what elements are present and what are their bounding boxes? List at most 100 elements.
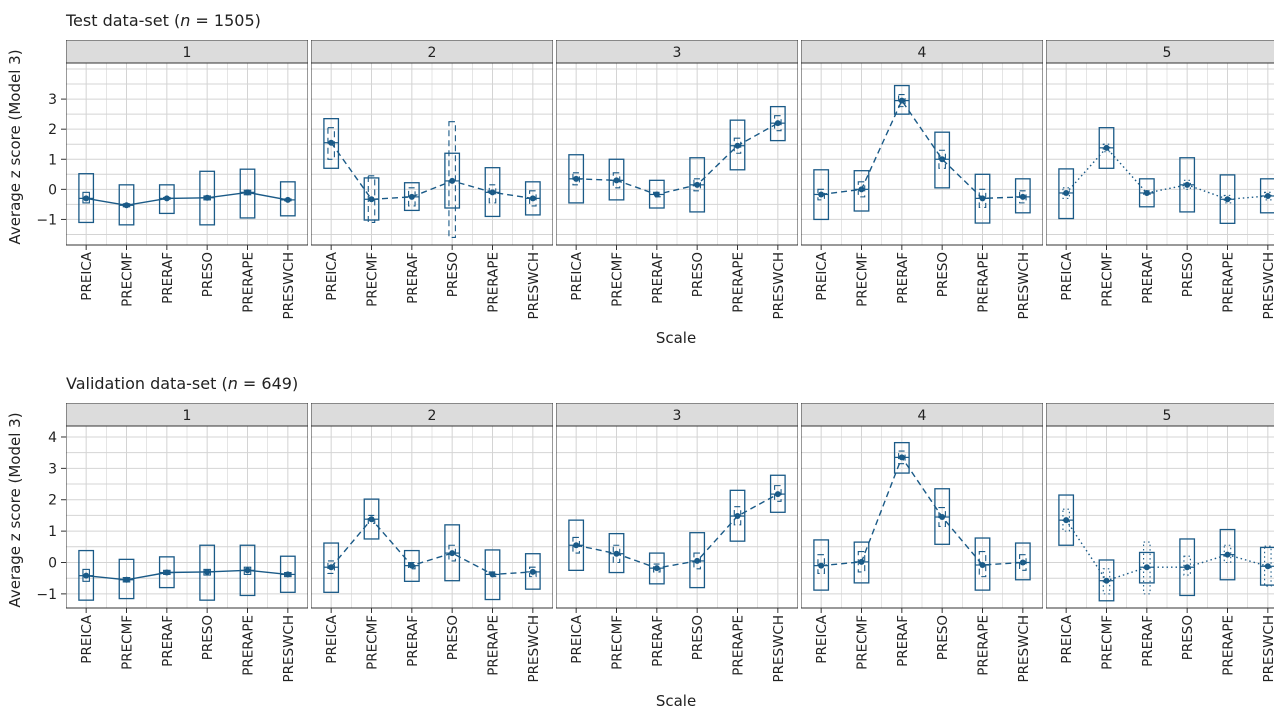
- facet-strip: [1046, 40, 1274, 64]
- mean-point: [1019, 559, 1026, 566]
- facet-strip-label: 2: [428, 408, 437, 424]
- test-dataset-y-axis-title: Average z score (Model 3): [6, 49, 24, 244]
- mean-line: [330, 518, 533, 576]
- mean-point: [1103, 144, 1110, 151]
- inner-interval: [327, 127, 335, 160]
- mean-point: [408, 562, 415, 569]
- x-tick-label: PRECMF: [610, 252, 626, 307]
- mean-point: [979, 195, 986, 202]
- plot-background: [1046, 63, 1274, 245]
- validation-dataset-section: Validation data-set (n = 649) −1 0 1 2 3 4 1 PR…: [6, 374, 1274, 709]
- x-tick-label: PRESO: [690, 615, 706, 660]
- mean-line: [576, 122, 779, 196]
- panel-3: 3 PREICA PRECMF PRERAF PRESO PRERAPE PRESWCH: [556, 403, 798, 683]
- facet-strip-label: 1: [183, 408, 192, 424]
- mean-point: [163, 569, 170, 576]
- panel-frame: [66, 62, 308, 246]
- inner-interval: [857, 550, 866, 573]
- x-tick-label: PRESWCH: [1016, 615, 1032, 683]
- panel-frame: [1046, 62, 1274, 246]
- interval-box: [934, 131, 951, 189]
- inner-interval: [1102, 143, 1111, 153]
- inner-interval: [857, 181, 866, 198]
- inner-interval: [612, 544, 621, 564]
- inner-interval: [82, 191, 90, 204]
- mean-point: [284, 571, 291, 578]
- x-tick-label: PRECMF: [610, 615, 626, 670]
- mean-point: [163, 195, 170, 202]
- x-tick-label: PRESWCH: [1016, 252, 1032, 320]
- panel-frame: [801, 425, 1043, 609]
- x-tick-label: PRERAF: [1140, 252, 1156, 304]
- validation-dataset-y-axis-title: Average z score (Model 3): [6, 412, 24, 607]
- y-tick-label: 3: [48, 461, 57, 477]
- panel-frame: [311, 62, 553, 246]
- panel-body: 2: [311, 403, 553, 609]
- mean-point: [1143, 564, 1150, 571]
- x-tick-label: PRESWCH: [526, 615, 542, 683]
- grid-lines: [311, 426, 553, 608]
- x-tick-label: PRECMF: [365, 252, 381, 307]
- mean-point: [449, 550, 456, 557]
- mean-point: [734, 513, 741, 520]
- panel-frame: [1046, 425, 1274, 609]
- x-tick-label: PREICA: [569, 251, 585, 300]
- mean-point: [489, 189, 496, 196]
- test-dataset-panels: −1 0 1 2 3 1 PREICA PRECMF PRERAF PRESO PRERAPE PRE…: [36, 40, 1274, 320]
- inner-interval: [408, 561, 416, 570]
- grid-lines: [66, 426, 308, 608]
- mean-point: [939, 514, 946, 520]
- mean-point: [328, 564, 335, 571]
- x-tick-label: PRECMF: [120, 252, 136, 307]
- x-tick-label: PRERAPE: [1221, 615, 1237, 676]
- mean-point: [449, 177, 456, 184]
- mean-point: [818, 562, 825, 569]
- facet-strip-label: 2: [428, 45, 437, 61]
- panel-5: 5 PREICA PRECMF PRERAF PRESO PRERAPE PRESWCH: [1046, 40, 1274, 320]
- mean-point: [818, 191, 825, 198]
- inner-interval: [367, 514, 376, 524]
- panel-body: 4: [801, 40, 1043, 246]
- interval-box: [608, 532, 625, 574]
- grid-lines: [66, 63, 308, 245]
- mean-point: [489, 571, 496, 578]
- facet-strip-label: 4: [918, 45, 927, 61]
- inner-interval: [529, 566, 537, 578]
- x-tick-label: PREICA: [814, 251, 830, 300]
- mean-point: [1063, 189, 1070, 196]
- x-tick-label: PREICA: [79, 251, 95, 300]
- mean-line: [821, 455, 1023, 567]
- panel-3: 3 PREICA PRECMF PRERAF PRESO PRERAPE PRESWCH: [556, 40, 798, 320]
- facet-strip-label: 5: [1163, 408, 1172, 424]
- mean-point: [613, 177, 620, 184]
- x-tick-label: PREICA: [1059, 251, 1075, 300]
- mean-point: [529, 195, 536, 202]
- mean-point: [858, 558, 865, 565]
- facet-strip-label: 1: [183, 45, 192, 61]
- x-tick-label: PRESWCH: [526, 252, 542, 320]
- interval-box: [893, 84, 910, 115]
- interval-box: [1014, 178, 1031, 214]
- x-tick-label: PRERAF: [895, 615, 911, 667]
- mean-point: [1103, 577, 1110, 584]
- interval-box: [813, 539, 830, 591]
- x-tick-label: PRERAPE: [976, 252, 992, 313]
- y-tick-label: 1: [48, 524, 57, 540]
- inner-interval: [774, 115, 782, 132]
- interval-box: [323, 118, 340, 169]
- inner-interval: [938, 507, 946, 527]
- x-tick-label: PRERAF: [160, 615, 176, 667]
- y-tick-label: 4: [48, 430, 57, 446]
- panel-4: 4 PREICA PRECMF PRERAF PRESO PRERAPE PRESWCH: [801, 40, 1043, 320]
- interval-box: [689, 532, 706, 589]
- mean-point: [1019, 193, 1026, 200]
- interval-box: [1058, 168, 1075, 220]
- x-tick-label: PRERAF: [650, 252, 666, 304]
- x-tick-label: PRESO: [445, 252, 461, 297]
- inner-interval: [693, 552, 701, 570]
- x-tick-label: PREICA: [324, 614, 340, 663]
- mean-point: [573, 542, 580, 549]
- inner-interval: [898, 450, 906, 465]
- panel-body: 1: [66, 403, 308, 609]
- mean-point: [979, 562, 986, 569]
